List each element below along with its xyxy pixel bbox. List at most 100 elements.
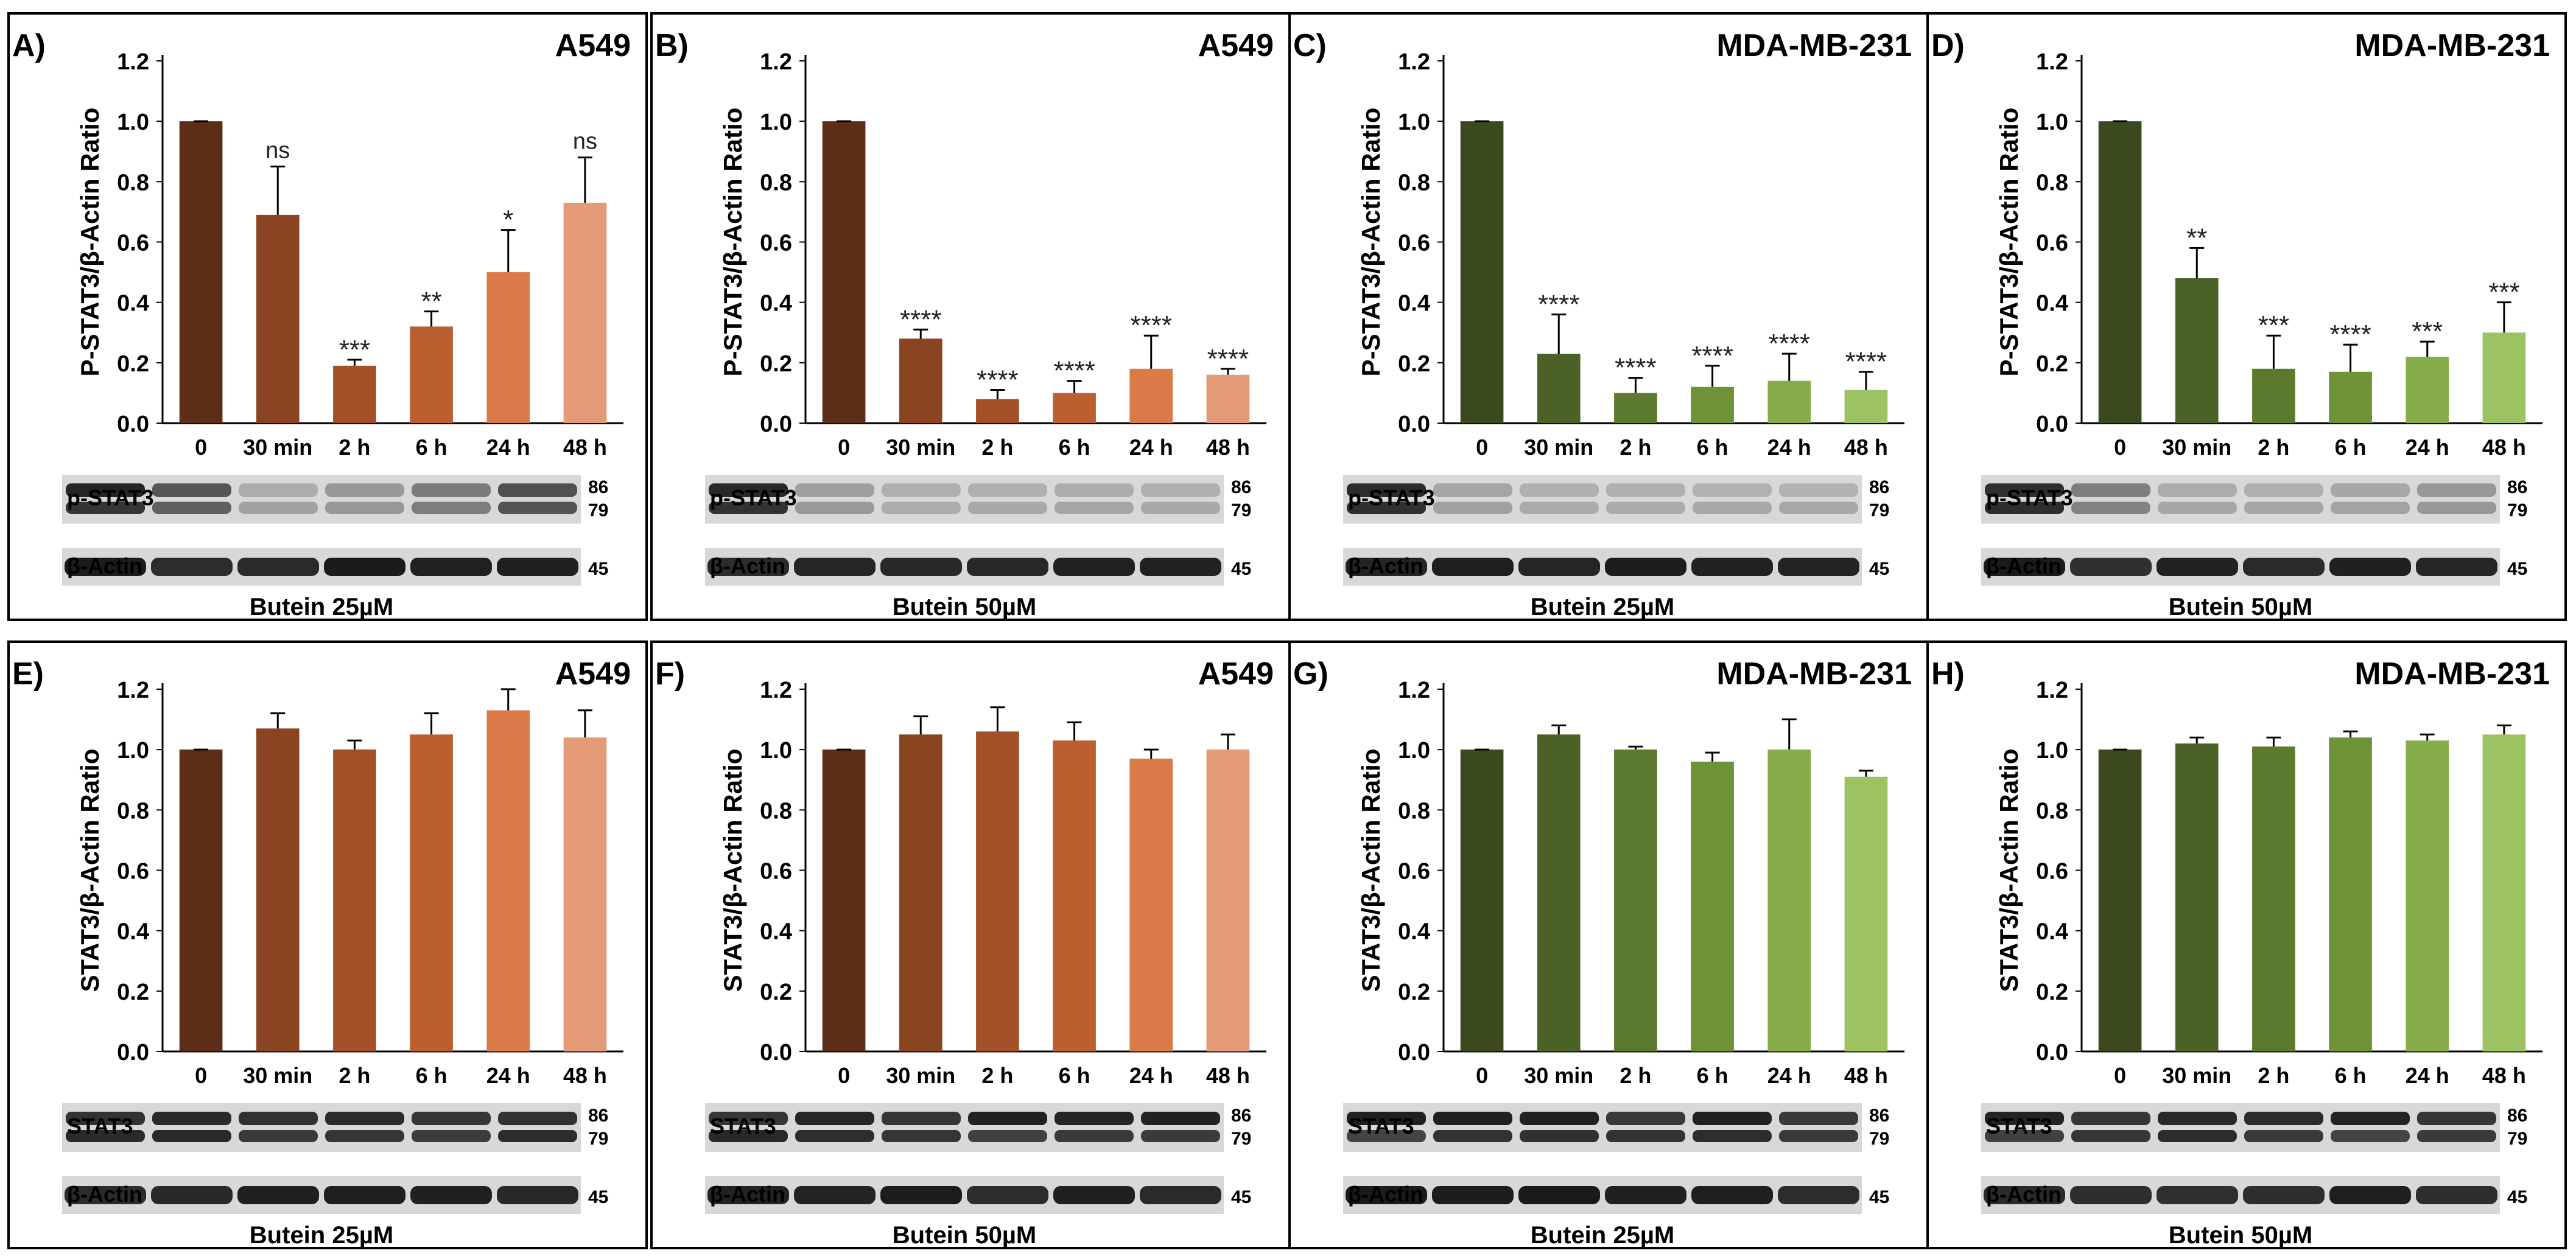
panel-title: MDA-MB-231 — [2354, 28, 2550, 63]
blot-band — [2070, 558, 2152, 576]
panel-label: H) — [1931, 656, 1965, 692]
panel-label: F) — [655, 656, 685, 692]
blot-band — [1693, 1130, 1772, 1142]
blot-strip — [1981, 548, 2500, 586]
blot-band — [1141, 483, 1220, 497]
blot-row-label: β-Actin — [1986, 1182, 2062, 1207]
bar — [1614, 749, 1657, 1051]
y-tick-label: 0.4 — [760, 919, 792, 945]
blot-row-label: p-STAT3 — [1986, 485, 2073, 510]
x-tick-label: 6 h — [1059, 435, 1090, 460]
panel-title: A549 — [555, 656, 631, 692]
blot-band — [239, 1112, 318, 1125]
blot-strip — [1981, 1176, 2500, 1214]
blot-band — [2416, 1186, 2497, 1204]
blot-band — [1141, 1130, 1220, 1142]
blot-band — [882, 483, 961, 497]
blot-band — [2157, 558, 2238, 576]
blot-band — [1693, 483, 1772, 497]
panel-d: D) MDA-MB-231 P-STAT3/β-Actin Ratio 0.0 0.2 0… — [1926, 12, 2567, 621]
bar — [2098, 121, 2142, 423]
blot-band — [968, 502, 1047, 514]
blot-marker: 79 — [1231, 1129, 1251, 1149]
y-tick-label: 0.2 — [117, 351, 149, 377]
blot-marker: 45 — [1869, 559, 1889, 579]
blot-band — [239, 502, 318, 514]
blot-row-label: STAT3 — [710, 1114, 776, 1138]
blot-band — [2244, 483, 2323, 497]
treatment-label: Butein 50µM — [893, 594, 1036, 620]
blot-band — [1347, 1112, 1426, 1125]
blot-band — [794, 558, 876, 576]
x-tick-label: 2 h — [2258, 435, 2289, 460]
blot-band — [1432, 1186, 1514, 1204]
blot-band — [410, 1186, 492, 1204]
blot-band — [1433, 483, 1512, 497]
y-tick-label: 1.0 — [760, 738, 792, 763]
panel-label: A) — [12, 28, 46, 63]
treatment-label: Butein 50µM — [893, 1222, 1036, 1249]
blot-band — [325, 502, 404, 514]
x-tick-label: 0 — [195, 1063, 207, 1088]
blot-band — [1432, 558, 1514, 576]
blot-band — [967, 558, 1048, 576]
x-tick-label: 48 h — [1844, 1063, 1888, 1088]
blot-band — [2158, 483, 2237, 497]
treatment-label: Butein 25µM — [250, 1222, 393, 1249]
treatment-label: Butein 50µM — [2169, 594, 2312, 620]
significance-label: **** — [1131, 310, 1173, 340]
x-tick-label: 6 h — [2335, 1063, 2367, 1088]
blot-band — [1605, 558, 1686, 576]
bar — [256, 214, 300, 423]
blot-band — [65, 1186, 146, 1204]
blot-band — [1605, 1186, 1686, 1204]
blot-row-label: β-Actin — [710, 1182, 785, 1207]
blot-band — [967, 1186, 1048, 1204]
blot-band — [1985, 502, 2064, 514]
y-tick-label: 1.2 — [1398, 49, 1430, 75]
blot-row-label: β-Actin — [1986, 553, 2062, 578]
blot-band — [795, 483, 874, 497]
blot-strip — [1343, 548, 1862, 586]
panel-frame — [1926, 12, 2567, 621]
blot-band — [2157, 1186, 2238, 1204]
x-tick-label: 0 — [2114, 1063, 2126, 1088]
blot-band — [2331, 1112, 2410, 1125]
blot-band — [709, 1112, 788, 1125]
blot-band — [1984, 1186, 2065, 1204]
blot-band — [968, 1112, 1047, 1125]
y-tick-label: 0.4 — [760, 291, 792, 317]
blot-band — [412, 483, 491, 497]
bar — [2482, 734, 2526, 1051]
significance-label: *** — [2488, 278, 2519, 307]
x-tick-label: 48 h — [1844, 435, 1888, 460]
y-tick-label: 1.2 — [760, 49, 792, 75]
blot-band — [239, 1130, 318, 1142]
significance-label: ** — [2186, 223, 2207, 253]
blot-band — [497, 558, 578, 576]
blot-band — [1141, 1112, 1220, 1125]
y-tick-label: 1.0 — [117, 110, 149, 135]
y-tick-label: 0.2 — [117, 980, 149, 1005]
x-tick-label: 0 — [1476, 1063, 1488, 1088]
blot-band — [1985, 483, 2064, 497]
blot-band — [2244, 502, 2323, 514]
blot-row-label: STAT3 — [67, 1114, 133, 1138]
blot-marker: 86 — [1231, 1106, 1251, 1126]
blot-band — [1691, 1186, 1773, 1204]
blot-strip — [1343, 475, 1862, 524]
x-tick-label: 0 — [1476, 435, 1488, 460]
blot-band — [1691, 558, 1773, 576]
blot-band — [1985, 1130, 2064, 1142]
x-tick-label: 0 — [838, 1063, 850, 1088]
y-tick-label: 0.8 — [1398, 798, 1430, 824]
y-tick-label: 0.6 — [1398, 859, 1430, 885]
blot-marker: 45 — [2507, 559, 2527, 579]
significance-label: **** — [1691, 341, 1733, 371]
blot-band — [2417, 1112, 2496, 1125]
significance-label: *** — [339, 335, 370, 365]
x-tick-label: 2 h — [981, 1063, 1013, 1088]
significance-label: **** — [1538, 290, 1580, 320]
blot-band — [1606, 1130, 1685, 1142]
blot-band — [2158, 502, 2237, 514]
